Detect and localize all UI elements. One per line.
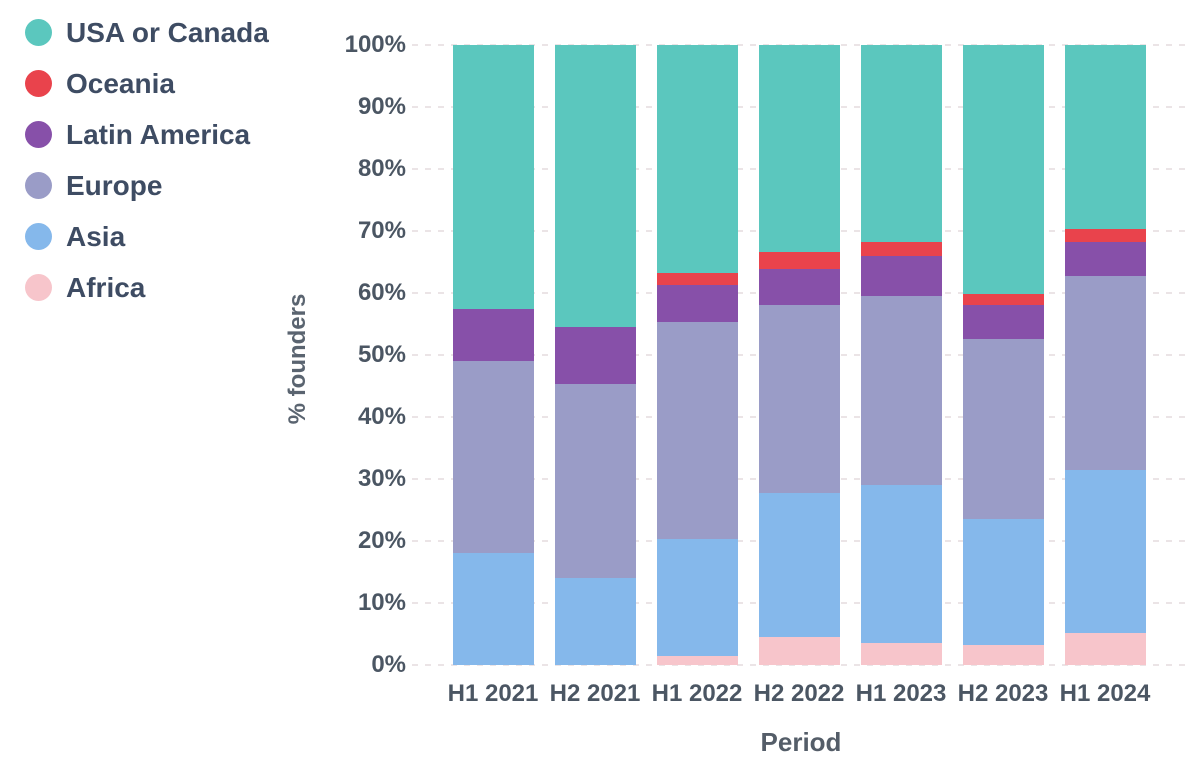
gridline-0% bbox=[412, 664, 1190, 666]
bar-segment-h1-2021-europe bbox=[452, 361, 534, 554]
legend-label: Latin America bbox=[66, 118, 251, 150]
bar-segment-h2-2021-asia bbox=[554, 578, 636, 665]
bar-segment-h1-2022-usa-or-canada bbox=[656, 45, 738, 273]
bar-h2-2023 bbox=[962, 45, 1044, 665]
bar-segment-h2-2021-europe bbox=[554, 383, 636, 579]
legend-label: Asia bbox=[66, 220, 126, 252]
y-tick-label-50%: 50% bbox=[357, 341, 406, 368]
legend-label: Oceania bbox=[66, 67, 175, 99]
bar-segment-h1-2024-latin-america bbox=[1064, 241, 1146, 277]
bar-h1-2021 bbox=[452, 45, 534, 665]
bar-segment-h1-2022-africa bbox=[656, 655, 738, 665]
y-tick-label-10%: 10% bbox=[357, 589, 406, 616]
y-tick-label-30%: 30% bbox=[357, 465, 406, 492]
bar-segment-h2-2021-latin-america bbox=[554, 327, 636, 384]
bar-segment-h2-2022-europe bbox=[758, 305, 840, 494]
bar-segment-h1-2024-europe bbox=[1064, 276, 1146, 470]
bar-h1-2022 bbox=[656, 45, 738, 665]
bar-segment-h1-2023-europe bbox=[860, 296, 942, 486]
bar-segment-h2-2022-usa-or-canada bbox=[758, 45, 840, 253]
bar-segment-h2-2022-asia bbox=[758, 493, 840, 638]
y-tick-label-0%: 0% bbox=[371, 651, 406, 678]
legend-swatch-icon bbox=[25, 223, 52, 250]
plot-area bbox=[412, 44, 1190, 666]
legend-swatch-icon bbox=[25, 172, 52, 199]
bar-h2-2022 bbox=[758, 45, 840, 665]
legend-item-asia: Asia bbox=[25, 220, 269, 252]
legend-item-oceania: Oceania bbox=[25, 67, 269, 99]
bar-segment-h1-2023-africa bbox=[860, 643, 942, 665]
y-tick-label-70%: 70% bbox=[357, 217, 406, 244]
bar-segment-h2-2023-europe bbox=[962, 338, 1044, 519]
bar-h1-2023 bbox=[860, 45, 942, 665]
legend-label: Europe bbox=[66, 169, 163, 201]
bar-segment-h2-2023-asia bbox=[962, 518, 1044, 645]
bar-segment-h1-2024-usa-or-canada bbox=[1064, 45, 1146, 230]
bar-h2-2021 bbox=[554, 45, 636, 665]
legend-item-africa: Africa bbox=[25, 271, 269, 303]
gridline-100% bbox=[412, 44, 1190, 46]
x-tick-label-h2-2021: H2 2021 bbox=[549, 680, 641, 707]
bar-segment-h1-2023-usa-or-canada bbox=[860, 45, 942, 242]
bar-segment-h2-2023-africa bbox=[962, 644, 1044, 665]
legend-swatch-icon bbox=[25, 274, 52, 301]
legend-item-latin-america: Latin America bbox=[25, 118, 269, 150]
legend-item-usa-or-canada: USA or Canada bbox=[25, 16, 269, 48]
legend-swatch-icon bbox=[25, 70, 52, 97]
x-tick-label-h1-2022: H1 2022 bbox=[651, 680, 743, 707]
x-axis-tick-labels: H1 2021 H2 2021 H1 2022 H2 2022 H1 2023 H2 20… bbox=[412, 679, 1190, 709]
x-tick-label-h2-2022: H2 2022 bbox=[753, 680, 845, 707]
bar-segment-h1-2024-africa bbox=[1064, 632, 1146, 665]
bar-segment-h1-2024-asia bbox=[1064, 469, 1146, 633]
legend-label: Africa bbox=[66, 271, 146, 303]
bar-segment-h2-2023-usa-or-canada bbox=[962, 45, 1044, 295]
x-tick-label-h1-2024: H1 2024 bbox=[1059, 680, 1151, 707]
bar-segment-h1-2023-latin-america bbox=[860, 256, 942, 297]
bar-segment-h1-2023-oceania bbox=[860, 241, 942, 257]
bar-segment-h2-2023-latin-america bbox=[962, 305, 1044, 339]
bar-segment-h1-2022-oceania bbox=[656, 272, 738, 285]
bar-segment-h2-2022-oceania bbox=[758, 252, 840, 270]
y-axis-title: % founders bbox=[284, 293, 311, 425]
y-tick-label-60%: 60% bbox=[357, 279, 406, 306]
y-tick-label-90%: 90% bbox=[357, 93, 406, 120]
y-tick-label-80%: 80% bbox=[357, 155, 406, 182]
x-axis-title: Period bbox=[760, 727, 842, 757]
legend-swatch-icon bbox=[25, 19, 52, 46]
x-tick-label-h1-2023: H1 2023 bbox=[855, 680, 947, 707]
bar-segment-h1-2022-latin-america bbox=[656, 284, 738, 323]
bar-segment-h2-2022-africa bbox=[758, 637, 840, 665]
y-tick-label-100%: 100% bbox=[344, 31, 406, 58]
bar-segment-h1-2021-latin-america bbox=[452, 308, 534, 362]
bar-segment-h1-2021-asia bbox=[452, 553, 534, 665]
bar-segment-h2-2021-usa-or-canada bbox=[554, 45, 636, 328]
x-tick-label-h2-2023: H2 2023 bbox=[957, 680, 1049, 707]
legend-item-europe: Europe bbox=[25, 169, 269, 201]
bar-segment-h2-2023-oceania bbox=[962, 294, 1044, 306]
legend: USA or Canada Oceania Latin America Europe A… bbox=[25, 16, 269, 325]
y-tick-label-20%: 20% bbox=[357, 527, 406, 554]
bar-segment-h1-2022-europe bbox=[656, 322, 738, 540]
legend-label: USA or Canada bbox=[66, 16, 269, 48]
bar-segment-h1-2022-asia bbox=[656, 539, 738, 656]
y-axis-tick-labels: 0% 10% 20% 30% 40% 50% 60% 70% 80% 90% 100% bbox=[318, 31, 406, 678]
bar-segment-h2-2022-latin-america bbox=[758, 269, 840, 306]
x-tick-label-h1-2021: H1 2021 bbox=[447, 680, 539, 707]
bar-h1-2024 bbox=[1064, 45, 1146, 665]
legend-swatch-icon bbox=[25, 121, 52, 148]
bar-segment-h1-2023-asia bbox=[860, 485, 942, 644]
bar-segment-h1-2024-oceania bbox=[1064, 229, 1146, 242]
y-tick-label-40%: 40% bbox=[357, 403, 406, 430]
bar-segment-h1-2021-usa-or-canada bbox=[452, 45, 534, 309]
